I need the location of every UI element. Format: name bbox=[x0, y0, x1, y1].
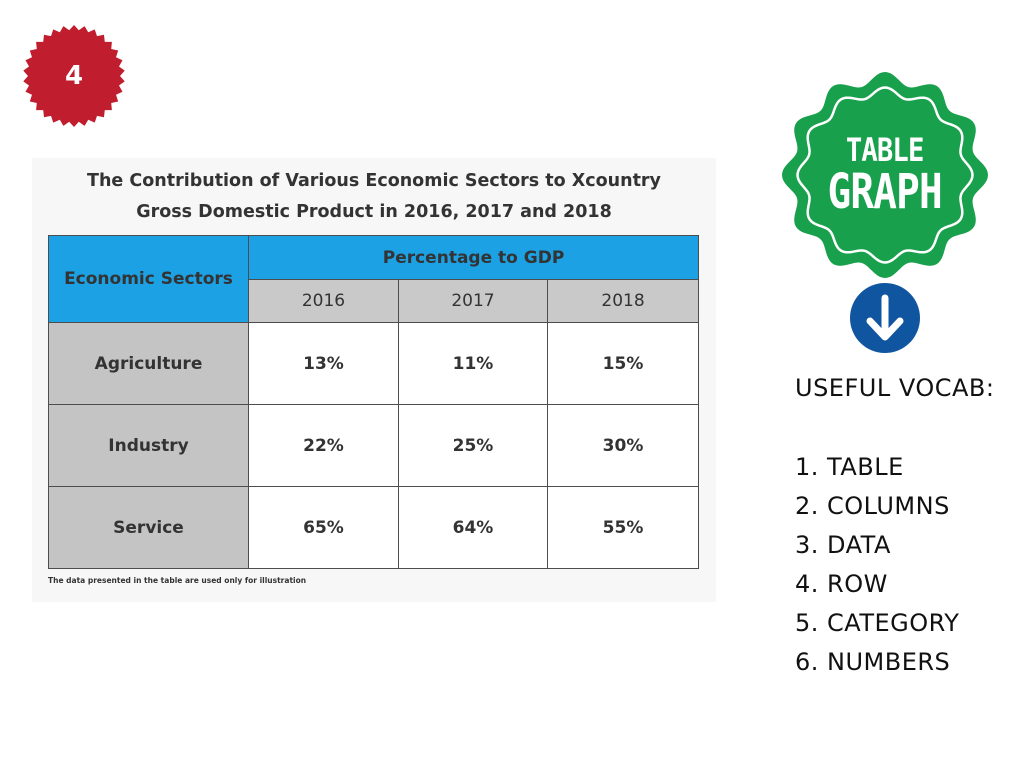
value-cell: 64% bbox=[398, 486, 548, 569]
list-item: 5. CATEGORY bbox=[795, 609, 960, 637]
category-cell: Service bbox=[48, 486, 249, 569]
value-cell: 30% bbox=[546, 404, 700, 487]
value-cell: 11% bbox=[398, 322, 548, 405]
table-row: Industry 22% 25% 30% bbox=[48, 404, 700, 487]
table-title-line-2: Gross Domestic Product in 2016, 2017 and… bbox=[136, 202, 612, 222]
category-cell: Agriculture bbox=[48, 322, 249, 405]
table-title-line-1: The Contribution of Various Economic Sec… bbox=[87, 171, 661, 191]
category-cell: Industry bbox=[48, 404, 249, 487]
value-cell: 13% bbox=[248, 322, 399, 405]
value-cell: 22% bbox=[248, 404, 399, 487]
value-cell: 55% bbox=[546, 486, 700, 569]
table-row: Service 65% 64% 55% bbox=[48, 486, 700, 569]
slide-number: 4 bbox=[64, 61, 84, 91]
gdp-table: Economic Sectors Percentage to GDP 2016 … bbox=[48, 235, 700, 569]
vocab-list: 1. TABLE 2. COLUMNS 3. DATA 4. ROW 5. CA… bbox=[795, 451, 959, 685]
table-graph-seal: TABLE GRAPH bbox=[780, 70, 990, 280]
column-header-2018: 2018 bbox=[546, 279, 700, 323]
badge-burst-shape bbox=[23, 25, 125, 127]
column-group-header: Percentage to GDP bbox=[247, 235, 700, 280]
value-cell: 25% bbox=[398, 404, 548, 487]
seal-label-table: TABLE bbox=[846, 131, 924, 169]
column-header-2016: 2016 bbox=[248, 279, 399, 323]
row-header-economic-sectors: Economic Sectors bbox=[48, 235, 249, 323]
table-title: The Contribution of Various Economic Sec… bbox=[32, 166, 716, 228]
seal-shape bbox=[782, 72, 988, 278]
seal-label-graph: GRAPH bbox=[827, 164, 943, 220]
list-item: 1. TABLE bbox=[795, 453, 904, 481]
list-item: 2. COLUMNS bbox=[795, 492, 950, 520]
slide-number-badge: 4 bbox=[22, 24, 126, 128]
list-item: 6. NUMBERS bbox=[795, 648, 951, 676]
arrow-down-icon bbox=[850, 283, 920, 353]
value-cell: 65% bbox=[248, 486, 399, 569]
table-footnote: The data presented in the table are used… bbox=[48, 576, 307, 585]
list-item: 3. DATA bbox=[795, 531, 891, 559]
column-header-2017: 2017 bbox=[398, 279, 548, 323]
table-row: Agriculture 13% 11% 15% bbox=[48, 322, 700, 405]
vocab-title: USEFUL VOCAB: bbox=[795, 374, 995, 402]
list-item: 4. ROW bbox=[795, 570, 888, 598]
value-cell: 15% bbox=[546, 322, 700, 405]
data-table-card: The Contribution of Various Economic Sec… bbox=[32, 158, 716, 602]
